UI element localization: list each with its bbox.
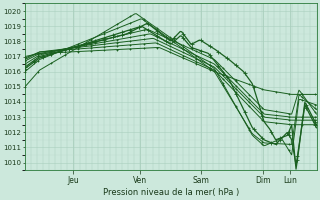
X-axis label: Pression niveau de la mer( hPa ): Pression niveau de la mer( hPa ) — [103, 188, 239, 197]
